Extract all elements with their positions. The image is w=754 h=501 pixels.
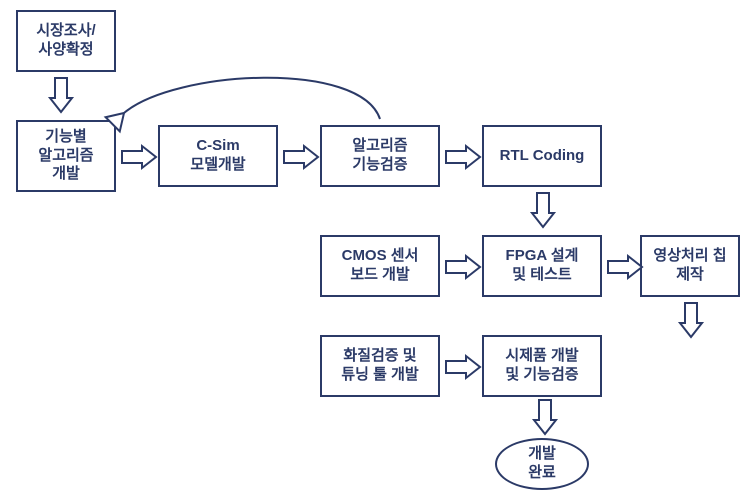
node-label: CMOS 센서 보드 개발 — [342, 247, 419, 285]
node-chip-fab: 영상처리 칩 제작 — [640, 235, 740, 297]
node-iq-tuning-tool: 화질검증 및 튜닝 툴 개발 — [320, 335, 440, 397]
arrow-a8 — [680, 303, 702, 337]
node-cmos-board: CMOS 센서 보드 개발 — [320, 235, 440, 297]
arrow-a3 — [284, 146, 318, 168]
arrow-a6 — [446, 256, 480, 278]
feedback-arrow-curve — [124, 78, 380, 119]
node-label: 시제품 개발 및 기능검증 — [505, 347, 578, 385]
node-label: 기능별 알고리즘 개발 — [38, 128, 93, 184]
node-rtl-coding: RTL Coding — [482, 125, 602, 187]
arrow-a9 — [446, 356, 480, 378]
node-algo-verify: 알고리즘 기능검증 — [320, 125, 440, 187]
arrow-a10 — [534, 400, 556, 434]
node-label: FPGA 설계 및 테스트 — [506, 247, 579, 285]
node-label: 알고리즘 기능검증 — [352, 137, 407, 175]
node-csim-model: C-Sim 모델개발 — [158, 125, 278, 187]
node-label: 영상처리 칩 제작 — [653, 247, 726, 285]
arrow-a1 — [50, 78, 72, 112]
flowchart-canvas: { "style": { "border_color": "#2b3a67", … — [0, 0, 754, 501]
node-label: 화질검증 및 튜닝 툴 개발 — [341, 347, 418, 385]
node-label: 개발 완료 — [528, 445, 556, 483]
arrow-a2 — [122, 146, 156, 168]
node-fpga-test: FPGA 설계 및 테스트 — [482, 235, 602, 297]
node-market-research: 시장조사/ 사양확정 — [16, 10, 116, 72]
node-label: 시장조사/ 사양확정 — [36, 22, 95, 60]
node-label: RTL Coding — [500, 147, 585, 166]
arrow-a7 — [608, 256, 642, 278]
node-algorithm-dev: 기능별 알고리즘 개발 — [16, 120, 116, 192]
arrow-a4 — [446, 146, 480, 168]
node-label: C-Sim 모델개발 — [190, 137, 245, 175]
node-dev-complete: 개발 완료 — [495, 438, 589, 490]
node-prototype-verify: 시제품 개발 및 기능검증 — [482, 335, 602, 397]
arrow-a5 — [532, 193, 554, 227]
